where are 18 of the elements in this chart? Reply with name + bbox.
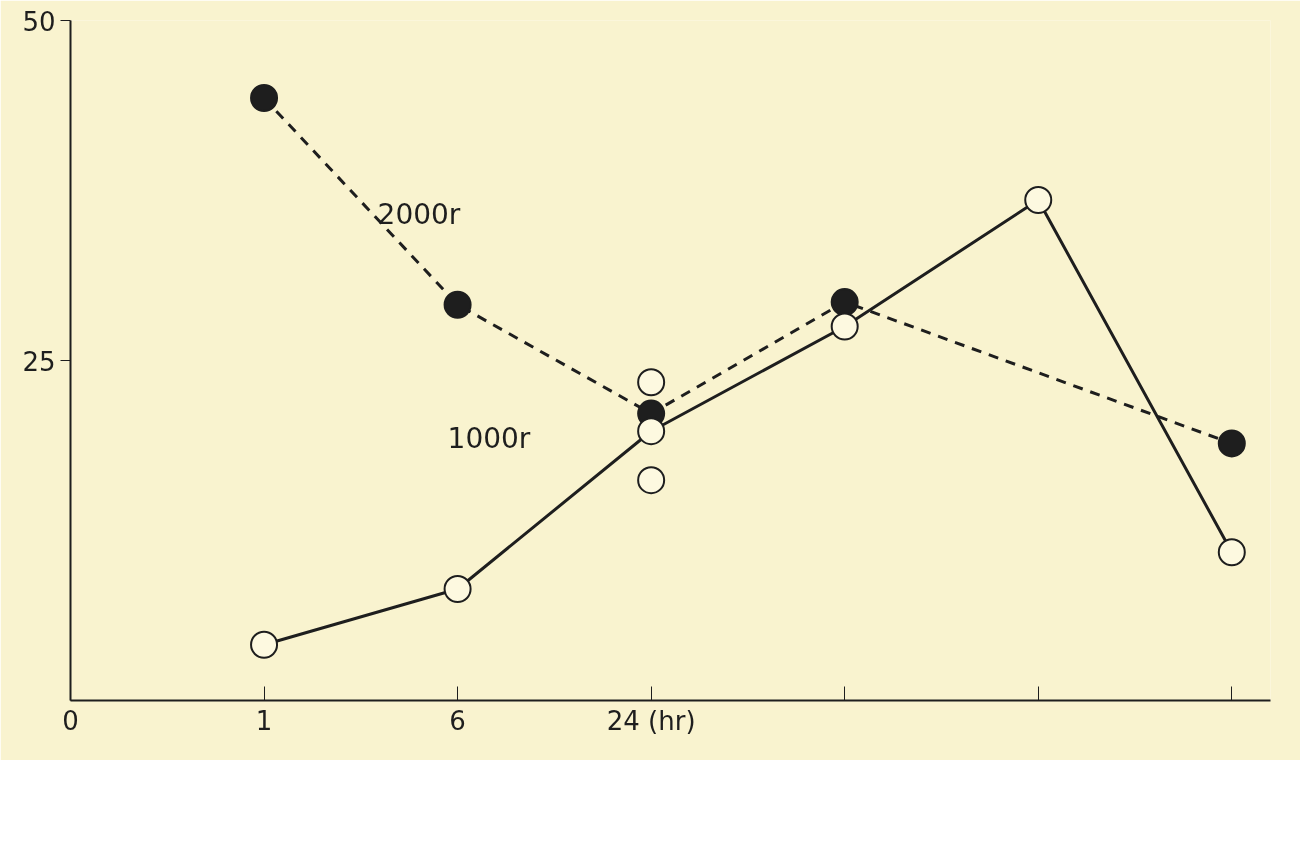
series-label: 2000r — [377, 198, 461, 232]
y-tick-label: 25 — [22, 346, 56, 377]
point — [443, 290, 472, 319]
point — [637, 417, 666, 446]
x-tick-label: 1 — [255, 705, 273, 736]
x-tick-label: 0 — [62, 705, 79, 736]
y-tick-label: 50 — [22, 6, 56, 37]
point — [250, 630, 279, 659]
point — [1217, 429, 1246, 458]
point — [1024, 186, 1053, 214]
point — [443, 575, 472, 603]
point — [830, 312, 859, 341]
point — [830, 288, 859, 316]
x-tick-label: 24 (hr) — [606, 705, 696, 736]
point — [1217, 538, 1246, 567]
text: 1000r — [447, 422, 531, 456]
x-tick-label: 6 — [449, 705, 466, 736]
point — [250, 84, 279, 112]
